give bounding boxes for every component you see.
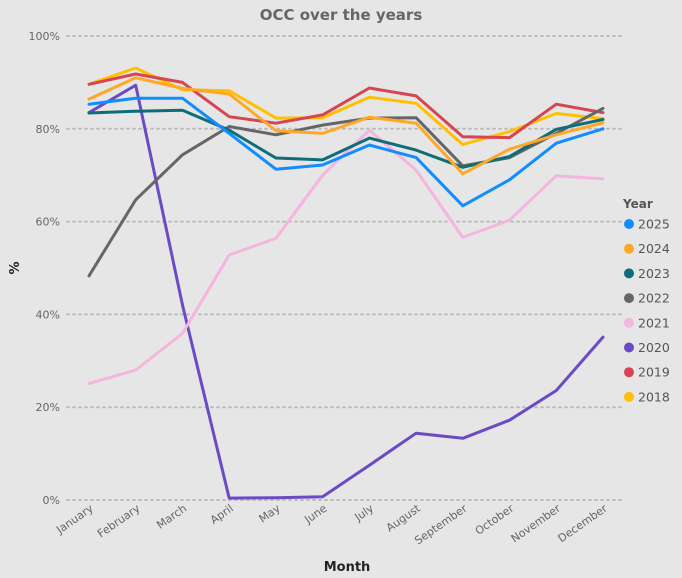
y-tick-label: 40% xyxy=(36,308,60,321)
legend-item-2025[interactable]: 2025 xyxy=(624,217,670,232)
x-tick-label: September xyxy=(412,502,470,548)
y-tick-label: 20% xyxy=(36,401,60,414)
x-tick-label: April xyxy=(208,502,236,527)
series-lines xyxy=(87,66,605,500)
legend-item-2021[interactable]: 2021 xyxy=(624,315,670,330)
y-axis-ticks: 0% 20% 40% 60% 80% 100% xyxy=(29,30,60,507)
legend-marker xyxy=(624,391,634,402)
series-line-2021 xyxy=(87,128,605,385)
x-axis-ticks: January February March April May June July Augu… xyxy=(53,501,610,547)
x-tick-label: July xyxy=(352,502,377,525)
series-line-2022 xyxy=(87,106,605,278)
legend-item-2018[interactable]: 2018 xyxy=(624,389,670,404)
legend-marker xyxy=(624,268,634,279)
legend-label: 2022 xyxy=(638,291,670,306)
y-tick-label: 0% xyxy=(43,494,60,507)
legend-label: 2024 xyxy=(638,241,670,256)
x-tick-label: December xyxy=(556,502,611,546)
y-tick-label: 60% xyxy=(36,216,60,229)
legend-item-2023[interactable]: 2023 xyxy=(624,266,670,281)
legend-title: Year xyxy=(622,197,653,211)
legend-marker xyxy=(624,293,634,304)
x-tick-label: March xyxy=(154,502,189,532)
legend-item-2020[interactable]: 2020 xyxy=(624,340,670,355)
legend-label: 2020 xyxy=(638,340,670,355)
legend-item-2024[interactable]: 2024 xyxy=(624,241,670,256)
x-tick-label: June xyxy=(301,502,329,527)
y-tick-label: 100% xyxy=(29,30,60,43)
chart-title: OCC over the years xyxy=(260,6,423,24)
legend: Year 2025 2024 2023 2022 2021 2020 2019 2018 xyxy=(622,197,670,404)
legend-marker xyxy=(624,243,634,254)
legend-marker xyxy=(624,317,634,328)
legend-label: 2025 xyxy=(638,217,670,232)
series-line-2024 xyxy=(87,76,605,176)
x-axis-label: Month xyxy=(324,560,371,575)
gridlines xyxy=(66,35,625,501)
series-line-2023 xyxy=(87,108,605,169)
series-line-2019 xyxy=(87,72,605,140)
x-tick-label: August xyxy=(384,501,424,534)
legend-item-2022[interactable]: 2022 xyxy=(624,291,670,306)
x-tick-label: October xyxy=(473,502,517,538)
y-tick-label: 80% xyxy=(36,123,60,136)
x-tick-label: February xyxy=(95,502,143,541)
legend-marker xyxy=(624,342,634,353)
y-axis-label: % xyxy=(8,261,23,274)
legend-label: 2021 xyxy=(638,315,670,330)
x-tick-label: May xyxy=(257,502,283,526)
legend-item-2019[interactable]: 2019 xyxy=(624,365,670,380)
legend-label: 2023 xyxy=(638,266,670,281)
legend-label: 2018 xyxy=(638,389,670,404)
legend-marker xyxy=(624,367,634,378)
legend-label: 2019 xyxy=(638,365,670,380)
x-tick-label: November xyxy=(509,502,564,546)
series-line-2025 xyxy=(87,96,605,208)
series-line-2020 xyxy=(87,83,605,500)
legend-marker xyxy=(624,219,634,229)
